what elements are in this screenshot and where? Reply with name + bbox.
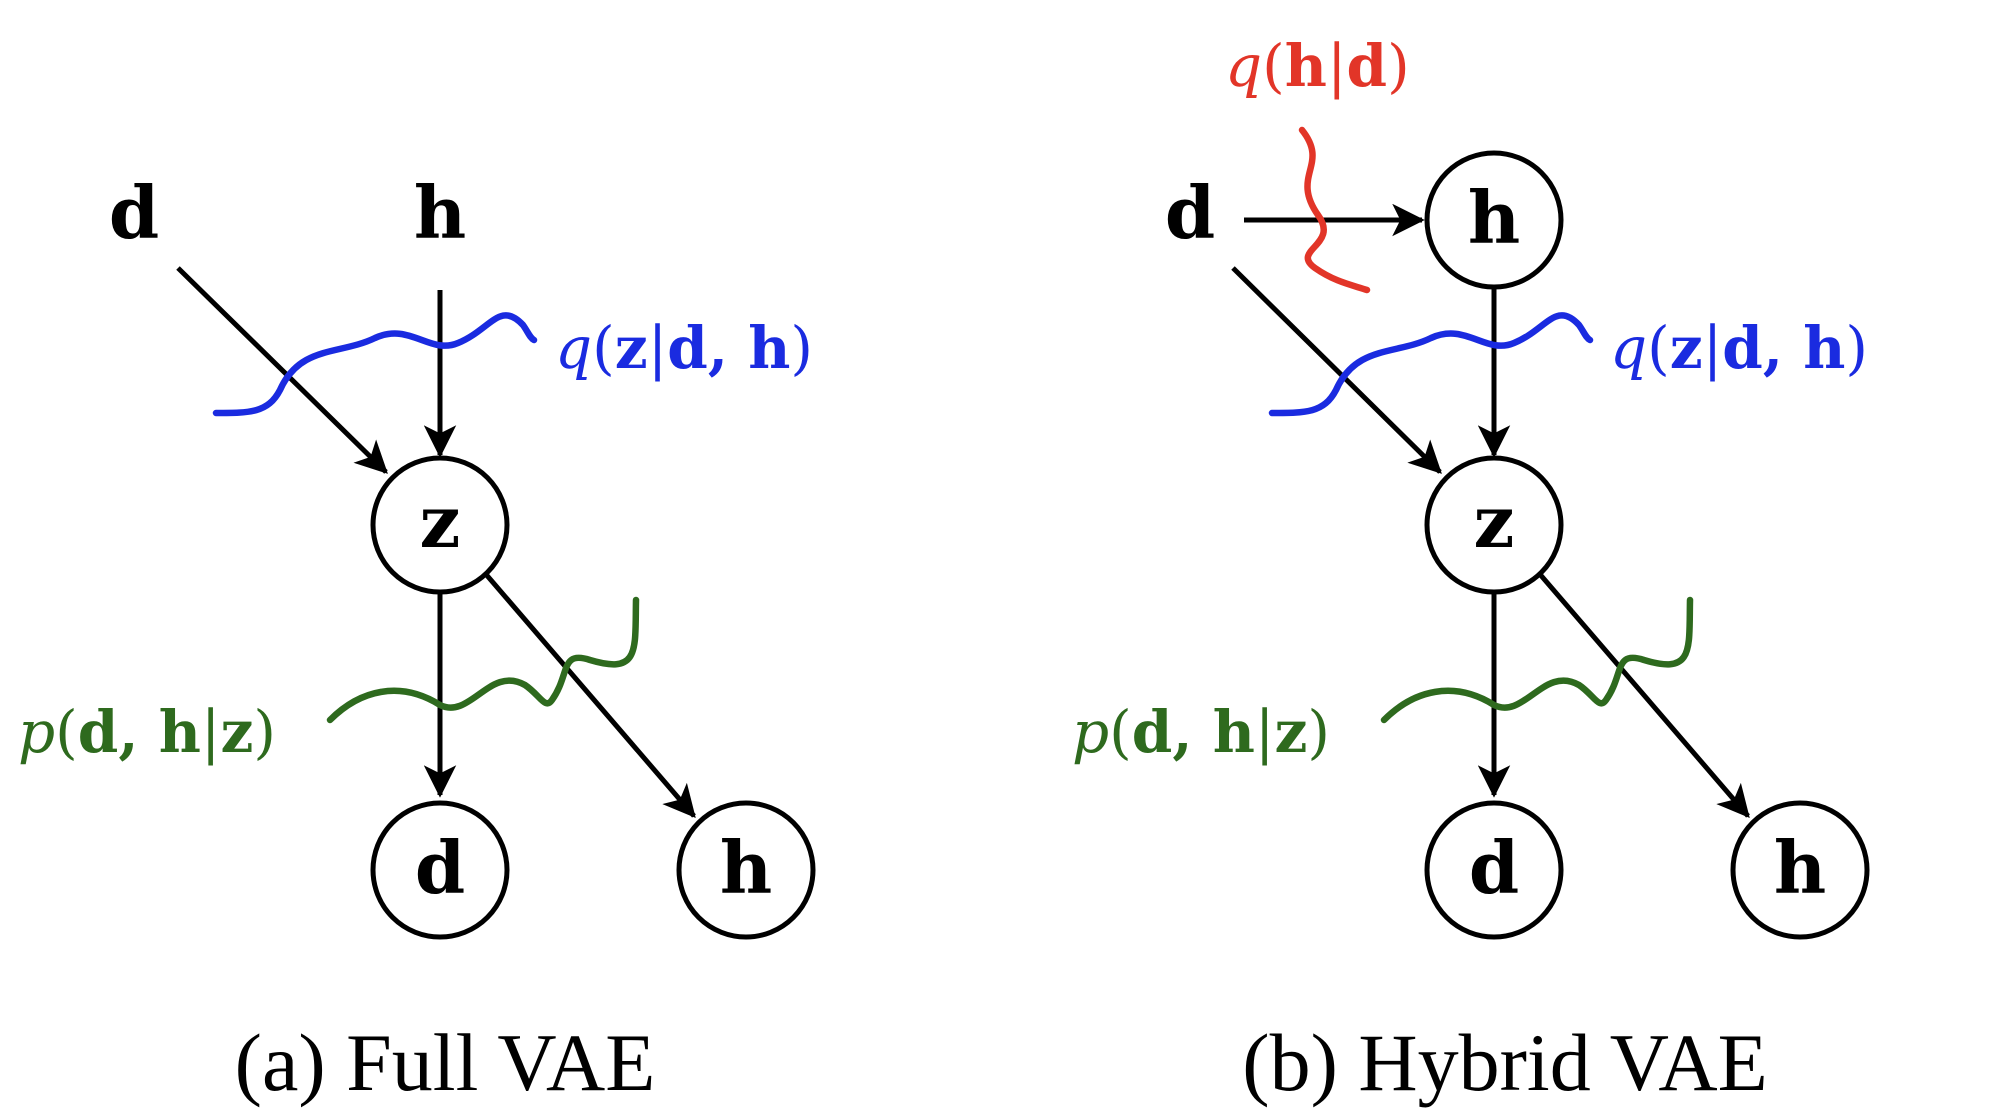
node-h-output-label: h: [720, 825, 772, 910]
node-z-label: z: [420, 479, 461, 564]
edge-d-to-z: [1231, 266, 1442, 474]
decoder-distribution-label: p(d, h|z): [18, 698, 276, 766]
decoder-distribution-label: p(d, h|z): [1072, 698, 1330, 766]
decoder-wavy-curve: [326, 596, 640, 724]
node-h-output-label: h: [1774, 825, 1826, 910]
edge-d-to-z: [176, 266, 388, 474]
node-d-output: d: [1424, 800, 1564, 940]
edge-z-to-h: [1536, 570, 1750, 819]
caption-full-vae: (a) Full VAE: [235, 1017, 656, 1108]
decoder-wavy-curve: [1380, 596, 1694, 724]
inference-h-distribution-label: q(h|d): [1225, 32, 1410, 100]
node-h-output: h: [1730, 800, 1870, 940]
inference-wavy-curve: [1298, 126, 1371, 294]
encoder-distribution-label: q(z|d, h): [555, 314, 813, 382]
edge-z-to-h: [482, 570, 696, 819]
input-d-label: d: [109, 170, 159, 255]
panel-hybrid-vae: d h z d h q(h|d) q(z|d: [1072, 32, 1870, 1108]
encoder-wavy-curve: [1268, 312, 1594, 417]
node-h-latent-label: h: [1468, 175, 1520, 260]
panel-full-vae: d h z d h q(z|d, h) p(d, h|z) (: [18, 170, 816, 1108]
node-z-label: z: [1474, 479, 1515, 564]
input-h-label: h: [414, 170, 466, 255]
node-h-output: h: [676, 800, 816, 940]
caption-hybrid-vae: (b) Hybrid VAE: [1242, 1017, 1767, 1108]
input-d-label: d: [1165, 170, 1215, 255]
encoder-distribution-label: q(z|d, h): [1610, 314, 1868, 382]
node-h-latent: h: [1424, 150, 1564, 290]
node-d-output-label: d: [415, 825, 465, 910]
node-z: z: [370, 455, 510, 595]
node-d-output: d: [370, 800, 510, 940]
node-z: z: [1424, 455, 1564, 595]
encoder-wavy-curve: [212, 312, 538, 417]
node-d-output-label: d: [1469, 825, 1519, 910]
